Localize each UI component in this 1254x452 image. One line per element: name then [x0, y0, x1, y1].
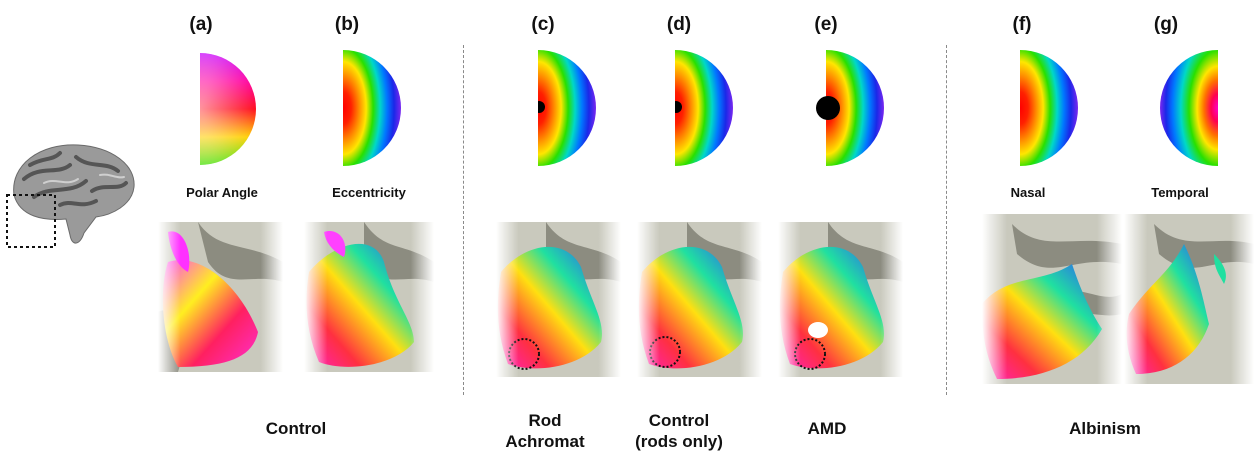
cortical-map-g [1124, 214, 1254, 384]
eccentricity-colormap-icon [675, 50, 737, 166]
group-divider-right [946, 45, 947, 395]
group-rod-line1: Rod [528, 411, 562, 430]
group-label-amd: AMD [808, 418, 847, 439]
group-control-text: Control [265, 419, 327, 438]
eccentricity-colormap-icon [343, 50, 405, 166]
brain-inset [0, 135, 140, 255]
panel-label-c: (c) [531, 14, 555, 35]
cortical-map-e [778, 222, 903, 377]
group-rods-line2: (rods only) [635, 432, 723, 451]
group-label-albinism: Albinism [1069, 418, 1141, 439]
group-label-control: Control [266, 418, 326, 439]
cortical-map-f [982, 214, 1122, 384]
cortical-map-d [637, 222, 762, 377]
sublabel-polar-angle: Polar Angle [186, 185, 258, 200]
group-label-control-rods: Control (rods only) [635, 410, 723, 452]
eccentricity-colormap-icon [1156, 50, 1218, 166]
cortical-map-b [304, 222, 434, 372]
scotoma-dot-icon [675, 101, 682, 113]
panel-label-e: (e) [814, 14, 838, 35]
sublabel-temporal: Temporal [1151, 185, 1209, 200]
scotoma-dot-icon [538, 101, 545, 113]
cortical-map-a [158, 222, 283, 372]
cortical-map-c [496, 222, 621, 377]
panel-label-f: (f) [1012, 14, 1032, 35]
zoom-box-icon [6, 194, 56, 248]
sublabel-eccentricity: Eccentricity [332, 185, 406, 200]
group-divider-left [463, 45, 464, 395]
group-amd-text: AMD [807, 419, 847, 438]
brain-surface-icon [6, 144, 135, 248]
panel-label-b: (b) [334, 14, 360, 35]
panel-label-g: (g) [1153, 14, 1179, 35]
scotoma-dot-icon [816, 96, 840, 120]
group-label-rod-achromat: Rod Achromat [505, 410, 584, 452]
polar-angle-colormap-icon [200, 53, 260, 165]
group-albinism-text: Albinism [1069, 419, 1141, 438]
eccentricity-colormap-icon [816, 50, 886, 166]
panel-label-a: (a) [189, 14, 213, 35]
sublabel-nasal: Nasal [1010, 185, 1046, 200]
panel-label-d: (d) [666, 14, 692, 35]
group-rods-line1: Control [648, 411, 710, 430]
eccentricity-colormap-icon [1020, 50, 1082, 166]
eccentricity-colormap-icon [538, 50, 600, 166]
group-rod-line2: Achromat [505, 432, 585, 451]
